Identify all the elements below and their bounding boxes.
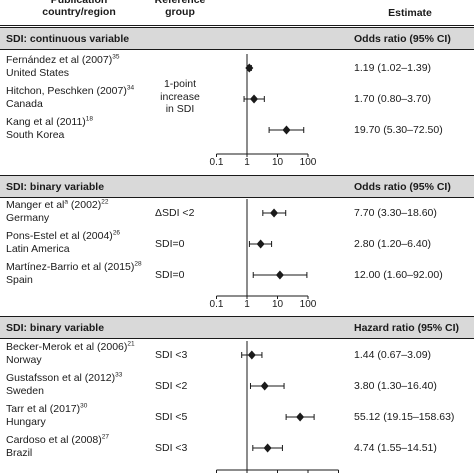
study-label: Tarr et al (2017)30 <box>6 402 88 415</box>
estimate-value: 12.00 (1.60–92.00) <box>354 269 443 281</box>
x-axis-tick-label: 0.1 <box>210 299 224 310</box>
x-axis-tick-label: 1 <box>244 299 250 310</box>
column-header-publication: Publication country/region <box>42 0 116 18</box>
x-axis-tick-label: 10 <box>272 157 284 168</box>
point-estimate-marker <box>245 63 254 73</box>
study-reference-number: 30 <box>80 402 88 410</box>
point-estimate-marker <box>263 443 272 453</box>
panel-band-rule <box>0 197 474 198</box>
study-footnote-mark: a <box>64 198 68 206</box>
point-estimate-marker <box>282 125 291 135</box>
study-label: Fernández et al (2007)35 <box>6 53 120 66</box>
panel-band <box>0 28 474 50</box>
panel-band-rule <box>0 338 474 339</box>
estimate-value: 55.12 (19.15–158.63) <box>354 411 455 423</box>
point-estimate-marker <box>275 270 284 280</box>
study-reference-number: 18 <box>85 115 94 123</box>
study-reference-number: 34 <box>126 84 135 92</box>
x-axis-tick-label: 10 <box>272 299 284 310</box>
panel-measure: Odds ratio (95% CI) <box>354 33 451 45</box>
study-region: Brazil <box>6 447 33 459</box>
estimate-value: 1.70 (0.80–3.70) <box>354 93 432 105</box>
reference-group-label: SDI <2 <box>155 380 188 392</box>
study-label: Becker-Merok et al (2006)21 <box>6 340 135 353</box>
estimate-value: 3.80 (1.30–16.40) <box>354 380 437 392</box>
x-axis-tick-label: 1 <box>244 157 250 168</box>
reference-group-label: SDI <3 <box>155 442 188 454</box>
x-axis-tick-label: 100 <box>300 299 317 310</box>
study-label: Gustafsson et al (2012)33 <box>6 371 123 384</box>
point-estimate-marker <box>296 412 305 422</box>
reference-group-label: SDI=0 <box>155 238 185 250</box>
reference-group-label: SDI <5 <box>155 411 188 423</box>
study-reference-number: 35 <box>112 53 120 61</box>
study-region: United States <box>6 67 70 79</box>
reference-group-label: ΔSDI <2 <box>155 207 195 219</box>
panel-band-rule <box>0 49 474 50</box>
study-label: Manger et ala (2002)22 <box>6 198 109 211</box>
panel-title: SDI: continuous variable <box>6 33 130 45</box>
panel-title: SDI: binary variable <box>6 322 105 334</box>
point-estimate-marker <box>270 208 279 218</box>
study-label: Martínez-Barrio et al (2015)28 <box>6 260 142 273</box>
point-estimate-marker <box>250 94 259 104</box>
reference-group-label: 1-point increase in SDI <box>160 78 200 115</box>
estimate-value: 19.70 (5.30–72.50) <box>354 124 443 136</box>
estimate-value: 7.70 (3.30–18.60) <box>354 207 437 219</box>
study-reference-number: 21 <box>127 340 135 348</box>
column-header-reference-group: Reference group <box>154 0 206 18</box>
study-reference-number: 28 <box>134 260 142 268</box>
panel-top-rule <box>0 316 474 317</box>
reference-group-label: SDI=0 <box>155 269 185 281</box>
estimate-value: 4.74 (1.55–14.51) <box>354 442 437 454</box>
panel-title: SDI: binary variable <box>6 181 105 193</box>
estimate-value: 1.44 (0.67–3.09) <box>354 349 432 361</box>
point-estimate-marker <box>260 381 269 391</box>
point-estimate-marker <box>256 239 265 249</box>
panel-measure: Odds ratio (95% CI) <box>354 181 451 193</box>
panel-measure: Hazard ratio (95% CI) <box>354 322 460 334</box>
study-region: Canada <box>6 98 43 110</box>
study-reference-number: 33 <box>115 371 123 379</box>
study-label: Pons-Estel et al (2004)26 <box>6 229 121 242</box>
study-reference-number: 27 <box>101 433 109 441</box>
study-reference-number: 22 <box>101 198 109 206</box>
panel-band <box>0 317 474 339</box>
header-rule <box>0 25 474 26</box>
study-label: Cardoso et al (2008)27 <box>6 433 109 446</box>
x-axis-tick-label: 100 <box>300 157 317 168</box>
study-region: Germany <box>6 212 50 224</box>
estimate-value: 1.19 (1.02–1.39) <box>354 62 432 74</box>
study-reference-number: 26 <box>112 229 121 237</box>
reference-group-label: SDI <3 <box>155 349 188 361</box>
study-region: Norway <box>6 354 42 366</box>
column-header-estimate: Estimate <box>388 7 432 19</box>
study-label: Kang et al (2011)18 <box>6 115 94 128</box>
estimate-value: 2.80 (1.20–6.40) <box>354 238 432 250</box>
study-region: Spain <box>6 274 33 286</box>
x-axis-tick-label: 0.1 <box>210 157 224 168</box>
study-region: South Korea <box>6 129 65 141</box>
panel-top-rule <box>0 175 474 176</box>
point-estimate-marker <box>247 350 256 360</box>
study-label: Hitchon, Peschken (2007)34 <box>6 84 135 97</box>
study-region: Hungary <box>6 416 46 428</box>
study-region: Sweden <box>6 385 44 397</box>
panel-band <box>0 176 474 198</box>
study-region: Latin America <box>6 243 70 255</box>
panel-top-rule <box>0 27 474 28</box>
